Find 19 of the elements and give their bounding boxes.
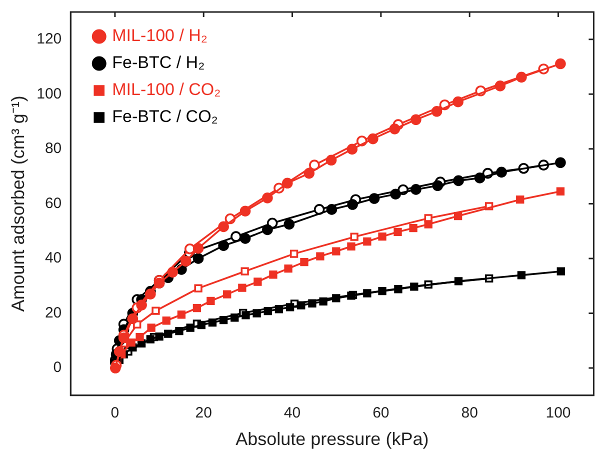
y-tick-label: 20 [44,304,62,322]
y-axis-title: Amount adsorbed (cm³ g⁻¹) [8,96,28,312]
x-tick-label: 20 [195,404,212,422]
y-tick-label: 100 [36,85,62,102]
x-tick-label: 40 [284,404,301,422]
y-tick-label: 0 [53,359,62,376]
y-tick-label: 60 [44,194,62,212]
legend-label: Fe-BTC / CO₂ [112,107,218,126]
x-tick-label: 60 [372,404,390,422]
legend-label: Fe-BTC / H₂ [112,53,205,72]
x-axis-title: Absolute pressure (kPa) [236,429,429,450]
legend-label: MIL-100 / H₂ [112,26,208,46]
x-tick-label: 100 [546,404,571,422]
x-tick-label: 80 [461,404,478,422]
x-tick-label: 0 [110,404,120,422]
legend-label: MIL-100 / CO₂ [112,80,221,100]
y-tick-label: 80 [44,140,62,158]
y-tick-label: 40 [44,250,62,267]
y-tick-label: 120 [36,30,62,48]
